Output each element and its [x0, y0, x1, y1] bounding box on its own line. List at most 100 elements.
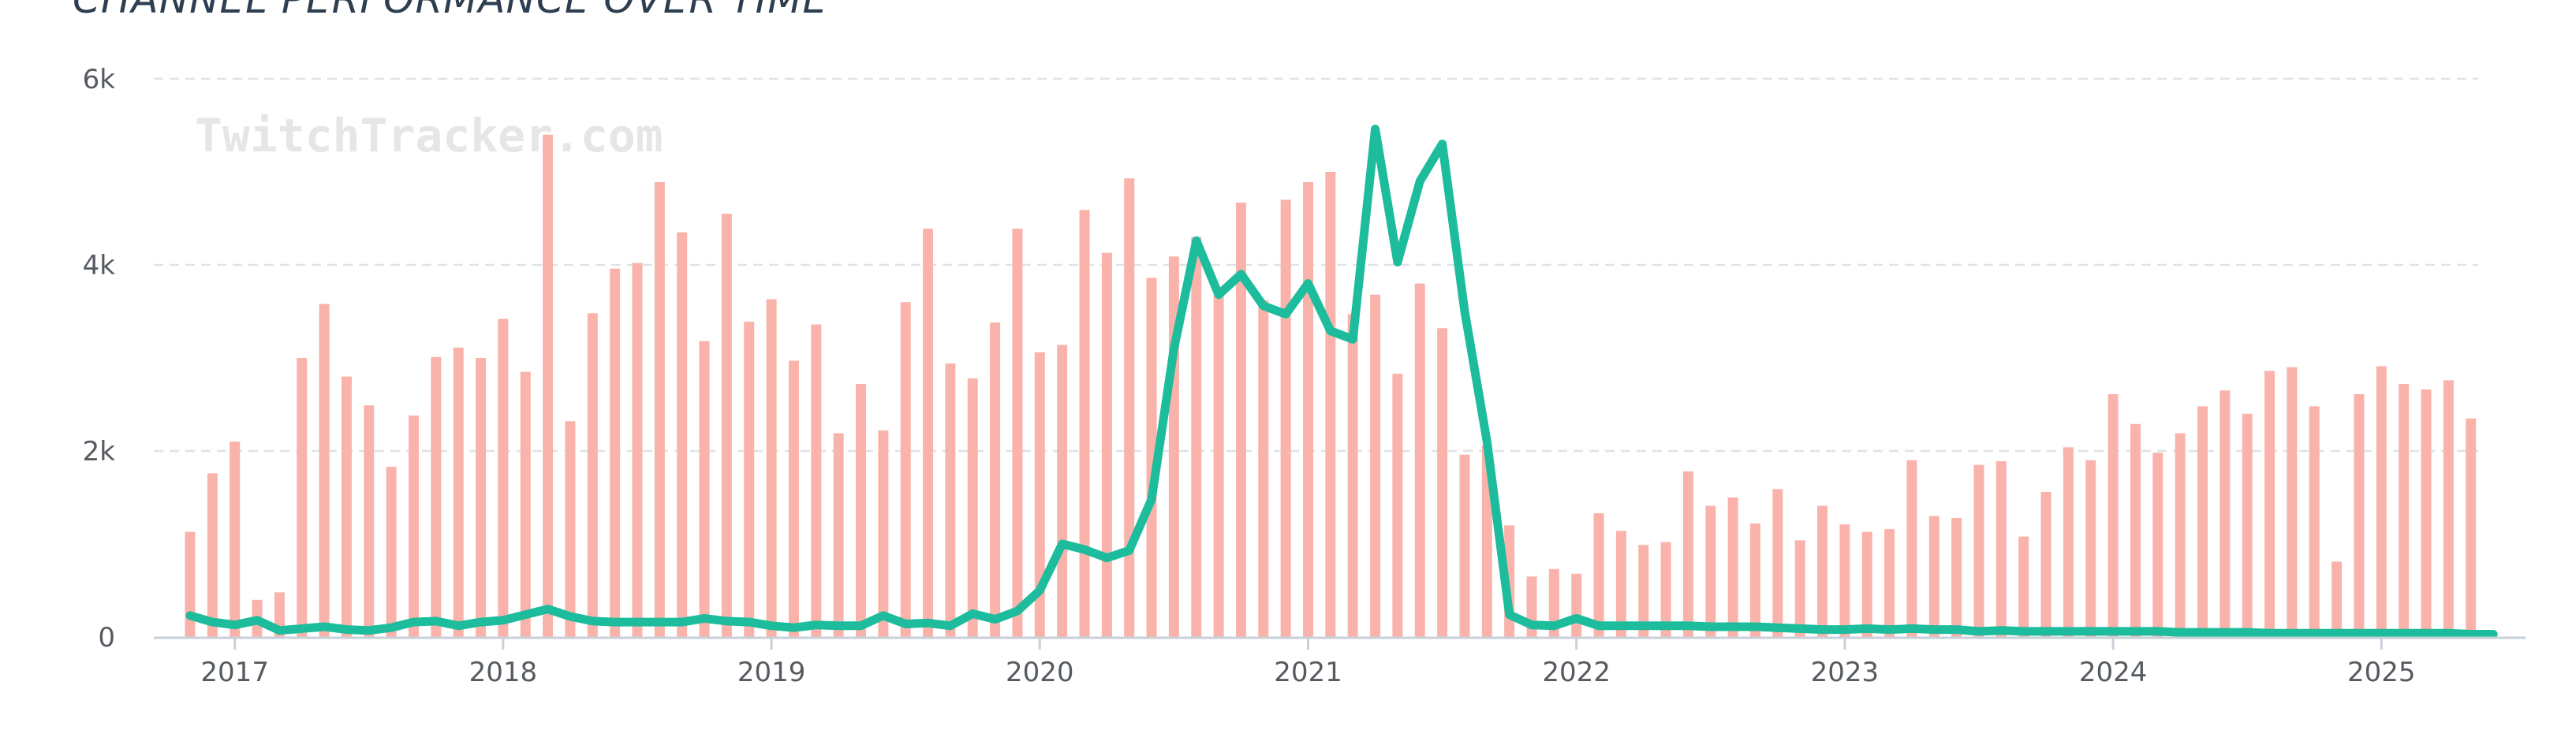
bar [2264, 371, 2275, 637]
bar [1705, 505, 1716, 637]
bar [1191, 237, 1202, 637]
bar [721, 214, 732, 638]
bar [1571, 573, 1582, 637]
bar [1884, 529, 1895, 637]
bar [565, 421, 576, 637]
bar [2287, 367, 2298, 637]
bar [1034, 352, 1045, 637]
bar [2354, 394, 2365, 637]
bar [1906, 460, 1917, 637]
y-tick-label: 4k [83, 250, 116, 281]
bar [1325, 172, 1336, 637]
bar [2466, 418, 2477, 637]
bar [364, 405, 375, 637]
x-tick-label: 2022 [1542, 657, 1611, 688]
bar [1928, 516, 1939, 637]
bar [1772, 489, 1783, 637]
y-tick-label: 6k [83, 64, 116, 95]
y-tick-label: 0 [98, 622, 115, 654]
bar [1660, 542, 1671, 637]
bar [1861, 531, 1872, 637]
bar [297, 358, 308, 637]
bar [2040, 491, 2051, 637]
bar [967, 378, 978, 637]
x-tick-label: 2024 [2079, 657, 2148, 688]
bar [1258, 300, 1269, 637]
chart-title: CHANNEL PERFORMANCE OVER TIME [73, 0, 828, 22]
bar [2376, 366, 2387, 637]
x-tick-label: 2018 [469, 657, 538, 688]
gridlines [154, 77, 2478, 453]
bar [1750, 523, 1760, 637]
bar [2018, 536, 2029, 637]
bar [744, 321, 755, 637]
y-tick-label: 2k [83, 436, 116, 467]
bar [1817, 505, 1828, 637]
x-tick-label: 2021 [1274, 657, 1342, 688]
x-tick-label: 2023 [1811, 657, 1880, 688]
bar [1995, 460, 2007, 637]
bar [2242, 413, 2253, 637]
bar [2331, 561, 2343, 637]
bar [1414, 283, 1425, 637]
bar [1615, 531, 1626, 637]
bar [766, 299, 777, 637]
bar [900, 302, 911, 637]
bar [476, 358, 487, 637]
bar [1370, 294, 1381, 637]
bar [1459, 454, 1470, 637]
bar [1794, 540, 1805, 637]
bar [2130, 423, 2141, 637]
bar [2152, 453, 2163, 637]
x-tick-label: 2025 [2347, 657, 2416, 688]
bar [2399, 384, 2410, 637]
bar [543, 134, 554, 638]
bar [1392, 374, 1403, 637]
bar [319, 304, 330, 637]
bar [1682, 471, 1693, 637]
bar [1057, 345, 1068, 637]
bar [587, 313, 598, 637]
bar [1012, 228, 1023, 638]
bar [1079, 210, 1090, 637]
bar [654, 181, 665, 638]
bar [945, 363, 956, 637]
bar [185, 531, 196, 637]
bar [1437, 328, 1448, 637]
bar [386, 467, 397, 637]
bar [431, 356, 442, 637]
bar [2085, 460, 2096, 637]
bar [923, 228, 934, 638]
line-series-path [185, 125, 2498, 639]
x-tick-label: 2019 [737, 657, 806, 688]
bar [207, 473, 218, 637]
x-tick-label: 2020 [1006, 657, 1074, 688]
x-tick-label: 2017 [200, 657, 269, 688]
bar [2219, 390, 2231, 637]
bar [1213, 294, 1224, 637]
bar [1951, 517, 1962, 637]
bar [878, 430, 889, 637]
bar [1235, 202, 1246, 637]
bar [2443, 380, 2454, 637]
bar [1548, 568, 1559, 637]
bar [699, 341, 710, 637]
bar [1638, 545, 1649, 637]
bar [520, 371, 531, 637]
bar [1727, 497, 1738, 637]
bar [1124, 178, 1135, 637]
bar [2175, 433, 2186, 637]
bar [2309, 406, 2320, 637]
bar [2107, 394, 2119, 637]
bar [409, 415, 419, 637]
bar [1593, 513, 1604, 637]
watermark-text: TwitchTracker.com [195, 109, 663, 162]
bar [610, 268, 621, 637]
bar [1101, 252, 1112, 637]
bar [1303, 181, 1313, 638]
line-series [185, 125, 2498, 639]
bar [1347, 314, 1358, 637]
bar [788, 360, 799, 637]
bar [1146, 277, 1157, 637]
